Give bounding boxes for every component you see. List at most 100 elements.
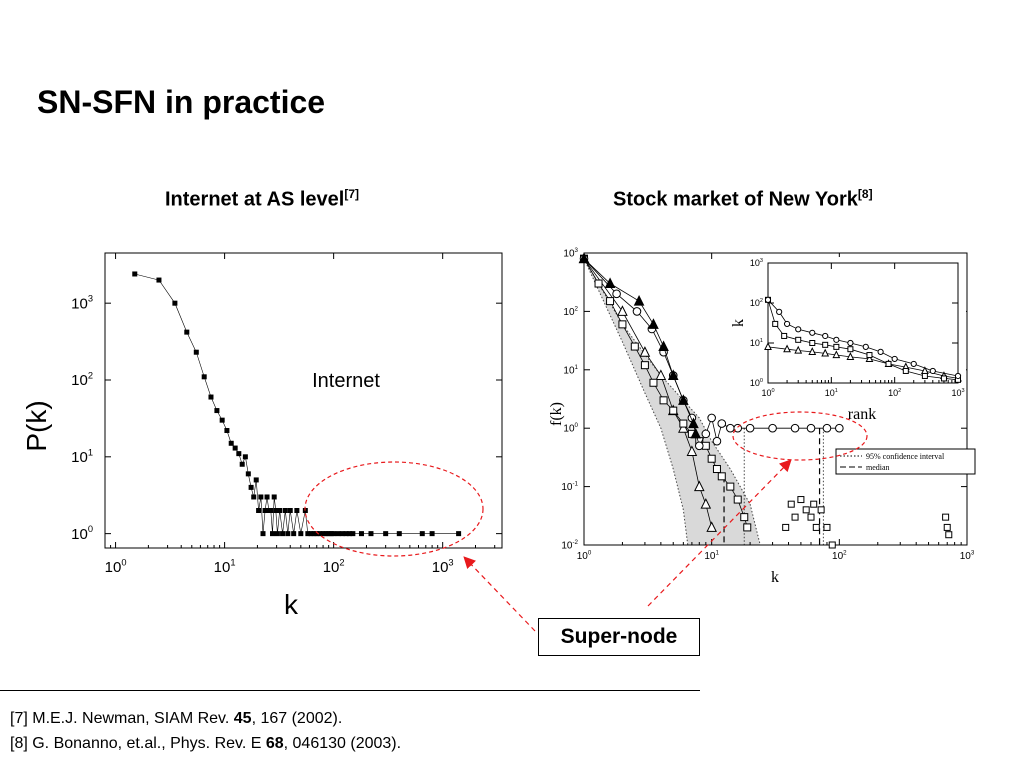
left-subtitle: Internet at AS level[7] <box>165 187 359 212</box>
internet-series-point <box>280 531 286 537</box>
arrow-to-internet-ellipse <box>463 556 536 632</box>
internet-series-point <box>429 531 435 537</box>
internet-series-point <box>184 329 190 335</box>
stock-series-tri-open-point <box>678 422 689 433</box>
stock-series-squares-point <box>640 361 649 370</box>
internet-series-point <box>347 531 353 537</box>
stock-x-tick-label: 103 <box>960 550 975 563</box>
internet-series-point <box>156 277 162 283</box>
internet-series-point <box>383 531 389 537</box>
internet-series-point <box>302 508 308 514</box>
inset-series-circles-point <box>822 332 829 340</box>
stock-y-tick-label: 10-2 <box>561 539 578 552</box>
inset-series-circles-point <box>929 367 936 375</box>
internet-series-point <box>282 508 288 514</box>
reference-8-volume: 68 <box>265 735 284 752</box>
reference-7-volume: 45 <box>233 710 252 727</box>
stock-plot-frame <box>583 252 968 546</box>
stock-tail-point <box>807 513 815 521</box>
internet-series-point <box>239 461 245 467</box>
inset-series-squares-point <box>902 367 909 374</box>
internet-series-point <box>245 471 251 477</box>
internet-series-point <box>396 531 402 537</box>
internet-series-point <box>331 531 337 537</box>
internet-x-tick-label: 100 <box>105 557 127 576</box>
left-subtitle-text: Internet at AS level <box>165 188 345 211</box>
stock-series-circles-point <box>694 441 704 451</box>
inset-x-tick-label: 100 <box>761 388 774 398</box>
stock-series-tri-filled-point <box>678 394 689 405</box>
reference-divider <box>0 690 700 691</box>
stock-series-squares-point <box>733 495 742 504</box>
inset-series-squares-point <box>833 343 840 350</box>
internet-series-point <box>236 451 242 457</box>
stock-series-squares-point <box>717 472 726 481</box>
stock-tail-point <box>810 500 818 508</box>
inset-series-circles-point <box>783 320 791 328</box>
stock-series-tri-open-line <box>583 258 713 528</box>
internet-y-tick-label: 101 <box>71 447 93 466</box>
internet-series-point <box>308 531 314 537</box>
internet-series-point <box>242 454 248 460</box>
stock-series-squares-point <box>606 297 615 306</box>
reference-7: [7] M.E.J. Newman, SIAM Rev. 45, 167 (20… <box>10 710 342 728</box>
internet-series-point <box>343 531 349 537</box>
inset-x-tick-label: 103 <box>951 388 964 398</box>
stock-series-squares-point <box>649 378 658 387</box>
stock-series-circles-point <box>806 423 816 433</box>
inset-x-tick-label: 101 <box>825 388 838 398</box>
inset-series-circles-point <box>877 348 884 355</box>
stock-band-upper <box>583 258 761 546</box>
inset-series-circles-point <box>910 360 917 368</box>
internet-series-point <box>419 531 425 537</box>
inset-series-circles-point <box>954 372 962 380</box>
internet-series-point <box>201 374 207 380</box>
inset-series-circles-point <box>891 355 898 363</box>
inset-series-squares-point <box>921 372 928 379</box>
reference-8-text: [8] G. Bonanno, et.al., Phys. Rev. E <box>10 735 266 752</box>
inset-series-squares-point <box>940 375 947 382</box>
stock-y-tick-label: 10-1 <box>561 481 578 494</box>
stock-series-circles-point <box>745 423 755 433</box>
inset-series-squares-point <box>822 341 829 348</box>
internet-series-point <box>214 408 220 414</box>
internet-series-point <box>305 531 311 537</box>
inset-y-tick-label: 100 <box>750 378 763 388</box>
internet-series-point <box>193 349 199 355</box>
left-subtitle-ref: [7] <box>344 187 359 201</box>
stock-series-squares-point <box>743 523 752 532</box>
stock-legend-box <box>835 448 976 475</box>
inset-series-tri-open-point <box>865 354 874 363</box>
stock-tail-point <box>942 513 950 521</box>
internet-series-point <box>456 531 462 537</box>
inset-series-tri-open-point <box>808 347 817 355</box>
internet-series-point <box>298 531 304 537</box>
stock-series-circles-point <box>822 423 832 433</box>
internet-series-point <box>228 440 234 446</box>
stock-series-circles-point <box>712 436 722 446</box>
stock-y-tick-label: 102 <box>563 305 578 318</box>
stock-tail-point <box>802 506 810 514</box>
stock-legend-median: median <box>866 463 890 472</box>
inset-series-tri-open-point <box>821 348 830 357</box>
stock-tail-point <box>828 541 836 549</box>
right-subtitle-text: Stock market of New York <box>613 188 858 211</box>
internet-x-tick-label: 102 <box>323 557 345 576</box>
super-node-callout: Super-node <box>538 618 700 656</box>
internet-series-point <box>314 531 320 537</box>
internet-series-point <box>335 531 341 537</box>
internet-series-point <box>258 494 264 500</box>
stock-tail-point <box>823 523 831 531</box>
stock-y-tick-label: 100 <box>563 422 578 435</box>
inset-series-tri-open-point <box>764 342 772 350</box>
internet-series-point <box>132 271 138 277</box>
internet-series-point <box>358 531 364 537</box>
internet-series-point <box>339 531 345 537</box>
internet-y-tick-label: 103 <box>71 294 93 313</box>
inset-series-circles-point <box>809 329 816 336</box>
right-subtitle: Stock market of New York[8] <box>613 187 873 212</box>
stock-series-tri-filled-point <box>690 427 702 439</box>
inset-series-circles-point <box>833 336 840 343</box>
internet-series-point <box>320 531 326 537</box>
stock-legend-interval: 95% confidence interval <box>866 452 945 461</box>
